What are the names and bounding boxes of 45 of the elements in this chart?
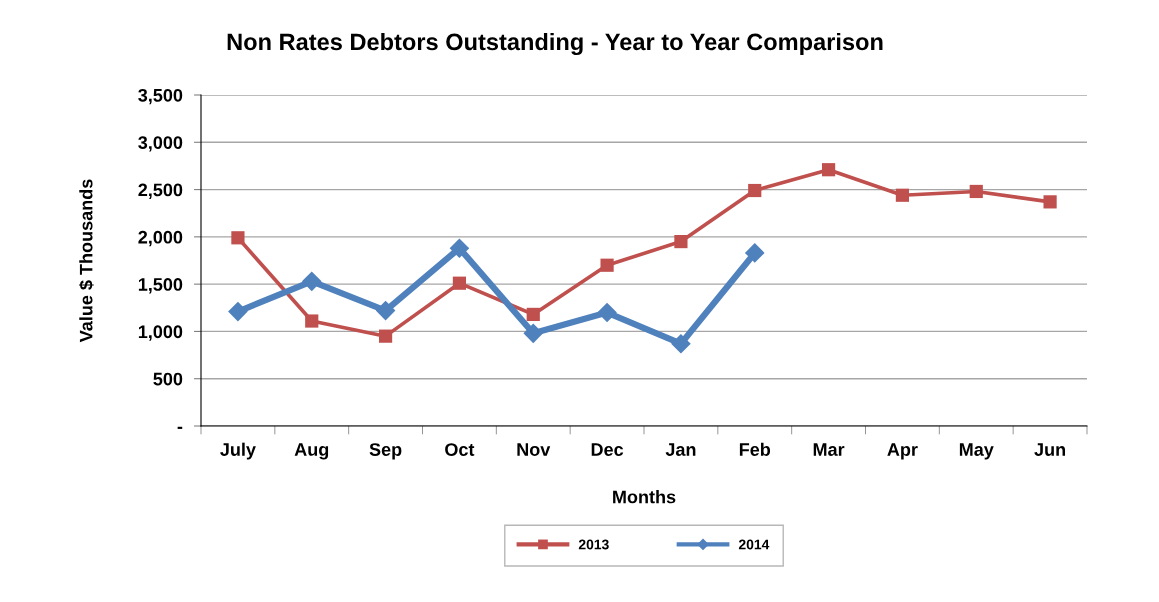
x-tick-label: Apr (887, 443, 918, 460)
point (452, 276, 467, 290)
x-tick-label: July (220, 442, 256, 460)
point (597, 302, 617, 323)
legend-label: 2014 (738, 539, 770, 550)
x-tick-label: Jun (1034, 443, 1066, 456)
point (523, 323, 544, 344)
point (305, 314, 319, 328)
y-tick-label: 2,500 (138, 183, 183, 199)
y-axis-title: Value $ Thousands (78, 179, 94, 343)
x-tick-label: Oct (445, 443, 475, 456)
point (821, 163, 836, 177)
point (231, 231, 245, 245)
point (600, 258, 614, 272)
y-tick-label: 3,000 (138, 136, 183, 152)
y-tick-label: 500 (153, 372, 183, 386)
y-tick-label: 3,500 (138, 88, 183, 105)
x-tick-label: Dec (591, 443, 624, 456)
y-tick-label: - (177, 426, 183, 429)
legend-label: 2013 (578, 539, 609, 550)
x-tick-label: May (959, 443, 994, 460)
x-axis-title: Months (613, 490, 676, 504)
x-tick-label: Feb (739, 442, 771, 456)
point (671, 333, 691, 354)
chart-title: Non Rates Debtors Outstanding - Year to Year Comparison (227, 32, 883, 56)
x-tick-label: Jan (665, 443, 696, 456)
point (526, 307, 540, 321)
x-tick-label: Aug (294, 443, 329, 460)
x-tick-label: Sep (369, 443, 402, 460)
y-tick-label: 1,000 (138, 325, 183, 341)
point (301, 271, 322, 292)
point (378, 329, 393, 343)
y-tick-label: 2,000 (138, 230, 183, 247)
point (228, 301, 248, 322)
point (969, 184, 983, 199)
point (1043, 195, 1057, 209)
x-tick-label: Mar (813, 443, 845, 456)
point (674, 234, 688, 249)
y-tick-label: 1,500 (138, 278, 183, 294)
point (895, 188, 910, 202)
point (748, 183, 762, 198)
point (744, 243, 765, 263)
x-tick-label: Nov (517, 443, 551, 456)
point (375, 300, 396, 321)
point (449, 238, 470, 259)
